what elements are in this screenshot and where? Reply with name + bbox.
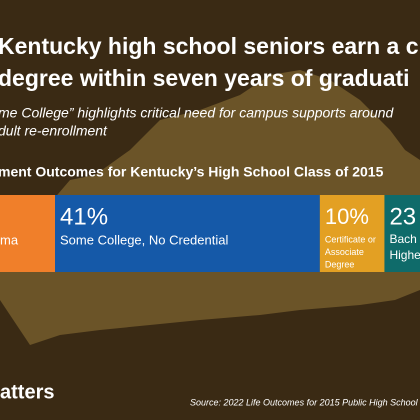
source: Source: 2022 Life Outcomes for 2015 Publ… <box>190 397 420 407</box>
bar-segment <box>0 195 56 272</box>
bar-segment <box>55 195 320 272</box>
brand: atters <box>0 381 54 403</box>
segment-label: Certificate or <box>325 234 376 244</box>
subtitle-line: dult re-enrollment <box>0 123 108 139</box>
segment-label: Associate <box>325 247 364 257</box>
segment-label: Bach <box>389 232 416 246</box>
subtitle-line: me College” highlights critical need for… <box>0 105 395 121</box>
value-label: 41% <box>60 203 108 230</box>
value-label: 23 <box>389 203 416 230</box>
segment-label: Some College, No Credential <box>60 232 228 247</box>
segment-label: Highe <box>389 248 420 262</box>
bar-group: ma 41% Some College, No Credential 10% Certi… <box>0 195 420 272</box>
segment-label: ma <box>0 232 19 247</box>
title-line: Kentucky high school seniors earn a c <box>0 33 419 59</box>
bar-segment <box>319 195 385 272</box>
value-label: 10% <box>325 204 369 229</box>
bar-segment <box>384 195 420 272</box>
chart-title: ment Outcomes for Kentucky’s High School… <box>0 164 384 180</box>
title-line: degree within seven years of graduati <box>0 65 410 91</box>
segment-label: Degree <box>325 259 355 269</box>
